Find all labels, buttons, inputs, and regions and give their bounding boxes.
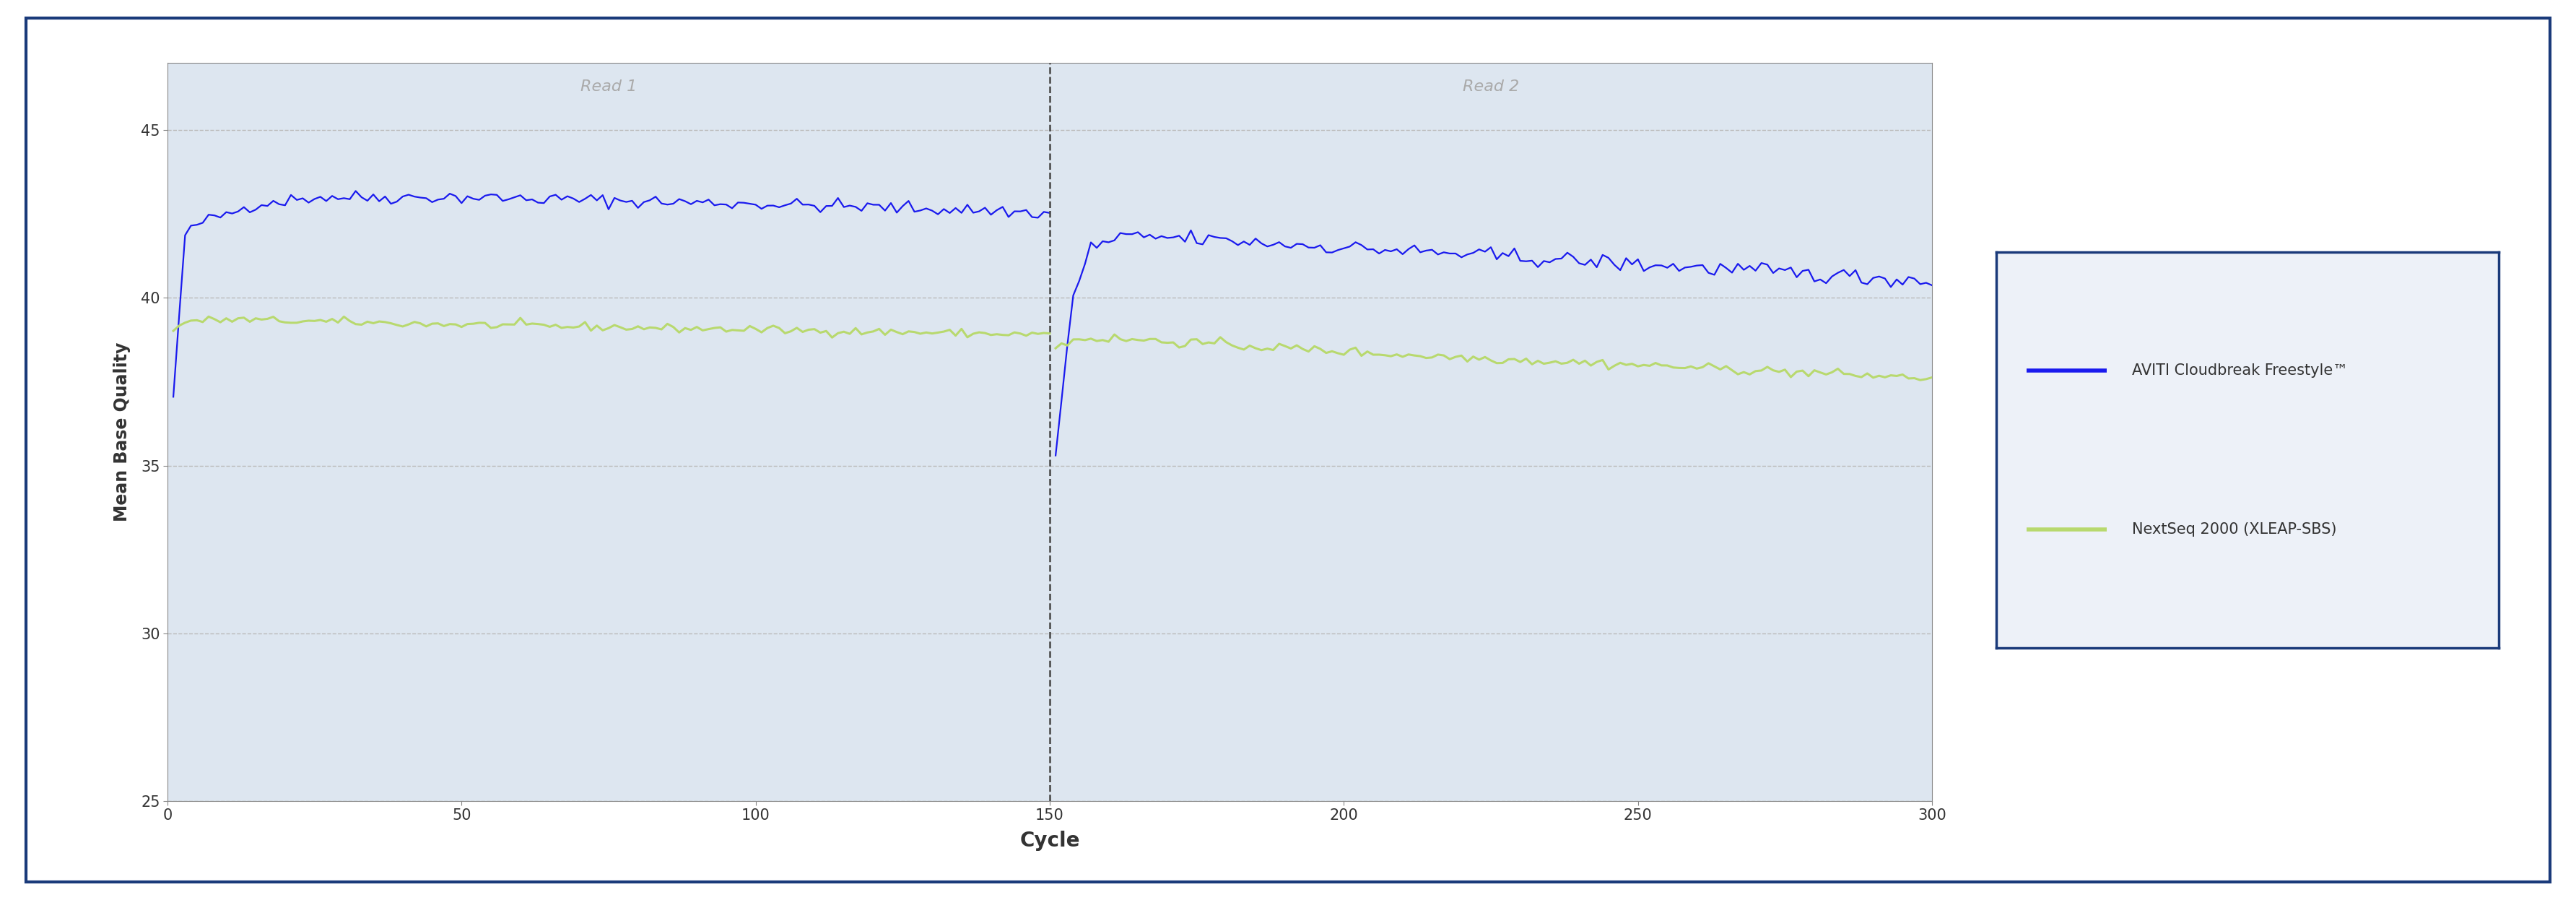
Text: Read 1: Read 1 xyxy=(580,79,636,94)
Y-axis label: Mean Base Quality: Mean Base Quality xyxy=(113,342,131,522)
Text: NextSeq 2000 (XLEAP-SBS): NextSeq 2000 (XLEAP-SBS) xyxy=(2133,522,2336,536)
X-axis label: Cycle: Cycle xyxy=(1020,831,1079,851)
Text: AVITI Cloudbreak Freestyle™: AVITI Cloudbreak Freestyle™ xyxy=(2133,364,2347,378)
Text: Read 2: Read 2 xyxy=(1463,79,1520,94)
